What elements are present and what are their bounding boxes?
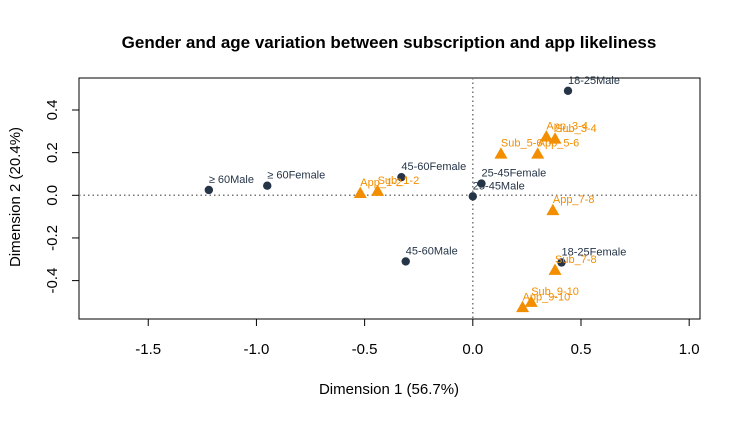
data-point [401,257,410,266]
data-point [557,258,566,267]
data-label: ≥ 60Male [209,174,254,186]
data-label: ≥ 60Female [267,170,325,182]
data-point [539,130,553,142]
plot-area-border [78,77,701,320]
data-points [204,86,573,313]
data-point [263,181,272,190]
data-label: 18-25Male [568,75,620,87]
data-label: 45-60Female [401,161,466,173]
y-tick-label: 0.0 [44,185,61,206]
x-tick-label: 0.0 [462,341,483,358]
data-point [353,186,367,199]
data-point [397,172,406,182]
data-point [563,86,573,95]
chart-title: Gender and age variation between subscri… [122,33,657,52]
data-label: Sub_9-10 [531,286,579,298]
data-point [204,185,214,195]
data-point [548,263,562,275]
x-tick-label: 0.5 [571,341,592,358]
data-label: App_1-2 [360,177,402,189]
axes: -1.5 -1.0 -0.5 0.0 0.5 1.0 -0.4 -0.2 0.0 0.2 0.4 [44,100,700,358]
data-label: Sub_5-6 [501,138,543,150]
x-tick-label: -1.0 [243,341,269,358]
y-tick-label: 0.2 [44,142,61,163]
data-label: App_5-6 [538,138,580,150]
reference-lines [79,78,700,319]
data-label: 18-25Female [562,246,627,258]
data-label: App_3-4 [546,121,588,133]
y-axis-label: Dimension 2 (20.4%) [7,127,24,267]
y-tick-label: 0.4 [44,100,61,121]
data-point [546,203,560,216]
data-point [548,132,562,144]
y-tick-label: -0.4 [44,268,61,294]
data-label: 45-60Male [406,245,458,257]
data-point [371,184,385,196]
x-axis-label: Dimension 1 (56.7%) [319,381,459,398]
data-label: Sub_7-8 [555,254,597,266]
data-label: App_7-8 [553,194,595,206]
data-point [516,300,530,313]
data-point [531,147,545,159]
x-tick-label: 1.0 [679,341,700,358]
data-point [524,295,538,307]
data-label: 25-45Female [481,168,546,180]
data-point [468,192,478,201]
data-label: Sub_1-2 [378,175,420,187]
data-label: App_9-10 [523,291,571,303]
x-tick-label: -0.5 [352,341,378,358]
data-label: 25-45Male [473,180,525,192]
y-tick-label: -0.2 [44,225,61,251]
data-point [494,147,508,159]
data-point [477,179,486,188]
x-tick-label: -1.5 [135,341,161,358]
data-label: Sub_3-4 [555,123,597,135]
point-labels: 18-25Male ≥ 60Female 45-60Female 25-45Femal… [209,75,627,303]
